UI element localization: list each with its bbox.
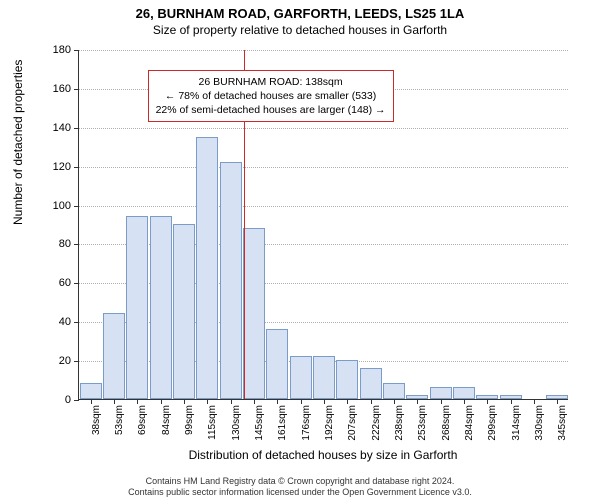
x-tick-label: 161sqm bbox=[277, 405, 288, 441]
x-tick-label: 84sqm bbox=[161, 405, 172, 435]
grid-line bbox=[79, 50, 568, 51]
histogram-chart: 02040608010012014016018038sqm53sqm69sqm8… bbox=[78, 50, 568, 400]
histogram-bar bbox=[80, 383, 102, 399]
footer-line-1: Contains HM Land Registry data © Crown c… bbox=[0, 476, 600, 487]
x-tick bbox=[324, 399, 325, 404]
x-tick-label: 345sqm bbox=[557, 405, 568, 441]
x-tick bbox=[231, 399, 232, 404]
histogram-bar bbox=[360, 368, 382, 399]
footer-attribution: Contains HM Land Registry data © Crown c… bbox=[0, 476, 600, 498]
x-tick-label: 299sqm bbox=[487, 405, 498, 441]
x-tick-label: 99sqm bbox=[184, 405, 195, 435]
histogram-bar bbox=[290, 356, 312, 399]
histogram-bar bbox=[336, 360, 358, 399]
x-tick-label: 192sqm bbox=[324, 405, 335, 441]
histogram-bar bbox=[126, 216, 148, 399]
y-tick-label: 120 bbox=[53, 161, 79, 173]
x-tick bbox=[394, 399, 395, 404]
x-tick-label: 69sqm bbox=[137, 405, 148, 435]
histogram-bar bbox=[173, 224, 195, 399]
annotation-box: 26 BURNHAM ROAD: 138sqm← 78% of detached… bbox=[148, 70, 394, 123]
x-tick bbox=[557, 399, 558, 404]
y-tick-label: 100 bbox=[53, 200, 79, 212]
x-tick bbox=[137, 399, 138, 404]
y-axis-title: Number of detached properties bbox=[11, 60, 25, 225]
x-tick-label: 38sqm bbox=[91, 405, 102, 435]
y-tick-label: 40 bbox=[59, 316, 79, 328]
footer-line-2: Contains public sector information licen… bbox=[0, 487, 600, 498]
x-tick bbox=[277, 399, 278, 404]
annotation-line-1: 26 BURNHAM ROAD: 138sqm bbox=[156, 75, 386, 89]
histogram-bar bbox=[196, 137, 218, 400]
x-tick-label: 238sqm bbox=[394, 405, 405, 441]
histogram-bar bbox=[430, 387, 452, 399]
x-tick-label: 284sqm bbox=[464, 405, 475, 441]
annotation-line-3: 22% of semi-detached houses are larger (… bbox=[156, 103, 386, 117]
x-tick-label: 268sqm bbox=[441, 405, 452, 441]
x-tick-label: 207sqm bbox=[347, 405, 358, 441]
histogram-bar bbox=[313, 356, 335, 399]
x-tick-label: 253sqm bbox=[417, 405, 428, 441]
y-tick-label: 60 bbox=[59, 277, 79, 289]
histogram-bar bbox=[383, 383, 405, 399]
grid-line bbox=[79, 167, 568, 168]
x-tick-label: 314sqm bbox=[511, 405, 522, 441]
x-axis-title: Distribution of detached houses by size … bbox=[78, 448, 568, 462]
x-tick bbox=[441, 399, 442, 404]
x-tick-label: 330sqm bbox=[534, 405, 545, 441]
page-subtitle: Size of property relative to detached ho… bbox=[0, 23, 600, 37]
x-tick bbox=[254, 399, 255, 404]
x-tick bbox=[347, 399, 348, 404]
x-tick-label: 222sqm bbox=[371, 405, 382, 441]
x-tick-label: 145sqm bbox=[254, 405, 265, 441]
x-tick bbox=[114, 399, 115, 404]
x-tick bbox=[464, 399, 465, 404]
x-tick bbox=[184, 399, 185, 404]
histogram-bar bbox=[103, 313, 125, 399]
histogram-bar bbox=[266, 329, 288, 399]
x-tick bbox=[511, 399, 512, 404]
x-tick bbox=[161, 399, 162, 404]
histogram-bar bbox=[453, 387, 475, 399]
y-tick-label: 20 bbox=[59, 355, 79, 367]
y-tick-label: 80 bbox=[59, 238, 79, 250]
grid-line bbox=[79, 128, 568, 129]
x-tick-label: 53sqm bbox=[114, 405, 125, 435]
page-title: 26, BURNHAM ROAD, GARFORTH, LEEDS, LS25 … bbox=[0, 6, 600, 21]
y-tick-label: 180 bbox=[53, 44, 79, 56]
x-tick-label: 176sqm bbox=[301, 405, 312, 441]
x-tick bbox=[534, 399, 535, 404]
x-tick bbox=[417, 399, 418, 404]
annotation-line-2: ← 78% of detached houses are smaller (53… bbox=[156, 89, 386, 103]
y-tick-label: 0 bbox=[65, 394, 79, 406]
x-tick bbox=[487, 399, 488, 404]
grid-line bbox=[79, 206, 568, 207]
y-tick-label: 160 bbox=[53, 83, 79, 95]
x-tick bbox=[371, 399, 372, 404]
x-tick-label: 115sqm bbox=[207, 405, 218, 440]
x-tick bbox=[91, 399, 92, 404]
x-tick-label: 130sqm bbox=[231, 405, 242, 441]
x-tick bbox=[301, 399, 302, 404]
histogram-bar bbox=[150, 216, 172, 399]
histogram-bar bbox=[220, 162, 242, 399]
x-tick bbox=[207, 399, 208, 404]
y-tick-label: 140 bbox=[53, 122, 79, 134]
histogram-bar bbox=[243, 228, 265, 399]
